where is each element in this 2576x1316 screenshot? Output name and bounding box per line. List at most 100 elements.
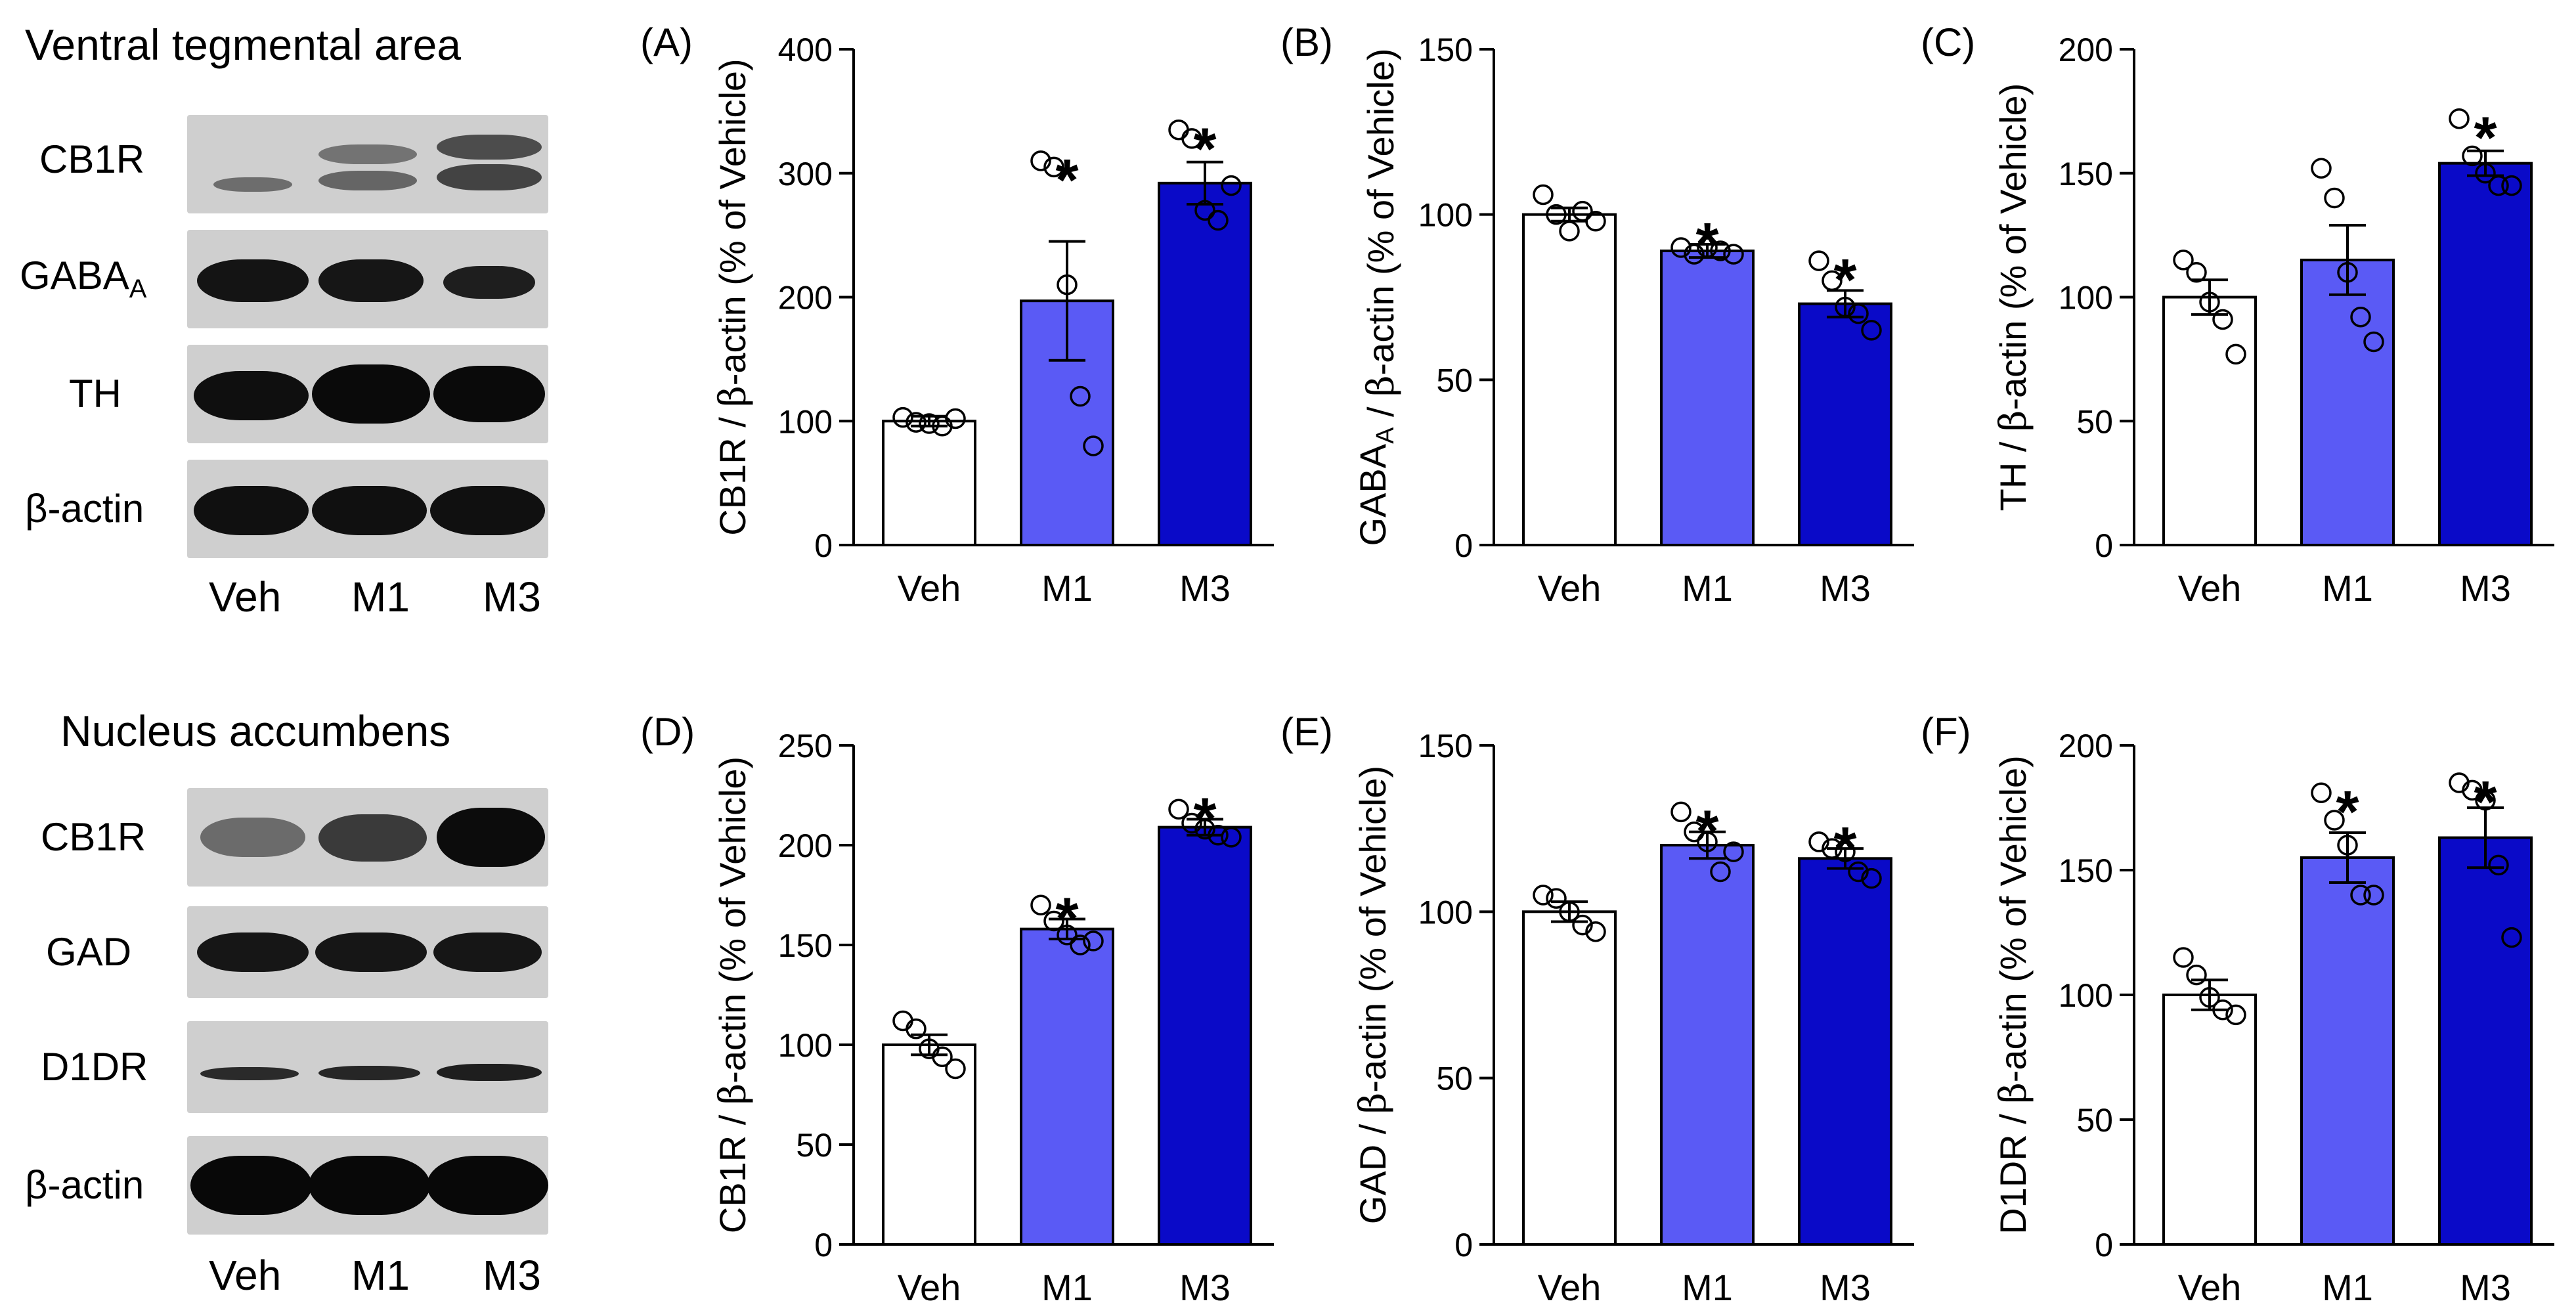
significance-asterisk: *: [1695, 799, 1718, 864]
data-point: [2363, 885, 2384, 906]
y-tick-label: 400: [778, 32, 833, 68]
y-tick-label: 0: [1454, 527, 1473, 564]
data-point: [1043, 910, 1064, 932]
data-point: [1221, 175, 1242, 196]
y-tick-label: 300: [778, 156, 833, 192]
data-point: [2488, 854, 2509, 876]
panel-label: (E): [1280, 710, 1333, 754]
y-tick-label: 150: [2059, 156, 2113, 192]
x-tick-label: M3: [1179, 1267, 1231, 1308]
data-point: [1208, 825, 1229, 846]
bar: [2162, 994, 2257, 1246]
protein-label-cb1r: CB1R: [41, 815, 146, 859]
y-tick-label: 0: [2095, 527, 2113, 564]
data-point: [906, 1018, 927, 1040]
y-axis-label: GAD / β-actin (% of Vehicle): [1352, 766, 1395, 1224]
protein-label-th: TH: [69, 372, 121, 416]
chart-panel: (B) GABAA / β-actin (% of Vehicle) 0 50 100 1…: [1280, 20, 1914, 609]
data-point: [1043, 156, 1064, 178]
data-point: [1559, 221, 1580, 242]
protein-label-gad: GAD: [46, 930, 132, 974]
y-tick-label: 0: [814, 1227, 833, 1263]
data-point: [1822, 838, 1843, 859]
y-tick-label: 200: [778, 827, 833, 864]
y-tick-label: 200: [2059, 32, 2113, 68]
data-point: [2311, 158, 2332, 179]
protein-label-d1dr: D1DR: [41, 1045, 148, 1089]
data-point: [1168, 799, 1189, 820]
y-tick-label: 50: [1436, 362, 1473, 399]
significance-asterisk: *: [1193, 786, 1216, 852]
blot-strip-gad: [187, 906, 548, 998]
data-point: [2324, 187, 2345, 209]
data-point: [2475, 789, 2496, 811]
y-tick-label: 100: [778, 403, 833, 440]
blot-strip-th: [187, 345, 548, 443]
data-point: [2462, 145, 2483, 167]
x-tick-label: M1: [1041, 567, 1093, 609]
data-point: [2501, 175, 2522, 196]
data-point: [2501, 927, 2522, 948]
y-axis-label: TH / β-actin (% of Vehicle): [1992, 83, 2035, 512]
data-point: [1194, 818, 1215, 840]
data-point: [1710, 240, 1731, 261]
bar: [2438, 836, 2533, 1246]
blot-strip-gaba: [187, 230, 548, 328]
data-point: [2350, 885, 2371, 906]
x-tick-label: Veh: [898, 1267, 961, 1308]
bar: [1798, 302, 1892, 546]
x-tick-label: M3: [2460, 1267, 2511, 1308]
panel-label: (D): [640, 710, 695, 754]
data-point: [2449, 108, 2470, 129]
data-point: [1181, 128, 1202, 149]
significance-asterisk: *: [1055, 886, 1078, 952]
data-point: [1083, 435, 1104, 456]
y-tick-label: 0: [2095, 1227, 2113, 1263]
data-point: [945, 408, 966, 429]
data-point: [2337, 262, 2358, 283]
data-point: [1723, 841, 1744, 862]
data-point: [945, 1058, 966, 1080]
significance-asterisk: *: [1833, 816, 1856, 881]
bar: [1522, 910, 1617, 1246]
data-point: [1070, 934, 1091, 955]
chart-panel: (D) CB1R / β-actin (% of Vehicle) 0 50 100 15…: [640, 710, 1274, 1308]
bar: [1522, 213, 1617, 546]
y-tick-label: 50: [2076, 403, 2113, 440]
data-point: [2337, 835, 2358, 856]
lane-label-m1: M1: [351, 1252, 410, 1299]
chart-panel: (E) GAD / β-actin (% of Vehicle) 0 50 100 150…: [1280, 710, 1914, 1308]
data-point: [2324, 810, 2345, 831]
y-tick-label: 50: [2076, 1102, 2113, 1139]
data-point: [2199, 987, 2220, 1008]
x-tick-label: M3: [2460, 567, 2511, 609]
data-point: [2225, 343, 2246, 365]
y-tick-label: 150: [1418, 728, 1473, 764]
x-tick-label: Veh: [2178, 1267, 2242, 1308]
data-point: [1030, 150, 1051, 171]
data-point: [2475, 163, 2496, 184]
data-point: [1546, 888, 1567, 909]
x-tick-label: M1: [1041, 1267, 1093, 1308]
lane-label-m1: M1: [351, 573, 410, 621]
lane-label-veh: Veh: [209, 1252, 282, 1299]
data-point: [1808, 831, 1829, 852]
data-point: [906, 412, 927, 433]
data-point: [1861, 867, 1882, 889]
data-point: [2311, 782, 2332, 803]
data-point: [1861, 320, 1882, 341]
bar: [1660, 844, 1755, 1246]
protein-label-gaba: GABAA: [20, 253, 147, 303]
protein-label-beta-actin: β-actin: [25, 487, 144, 531]
data-point: [1835, 841, 1856, 862]
y-tick-label: 150: [2059, 852, 2113, 889]
y-tick-label: 100: [2059, 977, 2113, 1014]
lane-label-m3: M3: [483, 573, 541, 621]
data-point: [1848, 303, 1869, 324]
y-tick-label: 100: [1418, 894, 1473, 931]
data-point: [2186, 964, 2207, 986]
y-tick-label: 50: [1436, 1061, 1473, 1097]
x-tick-label: M3: [1820, 567, 1871, 609]
data-point: [1585, 210, 1606, 232]
